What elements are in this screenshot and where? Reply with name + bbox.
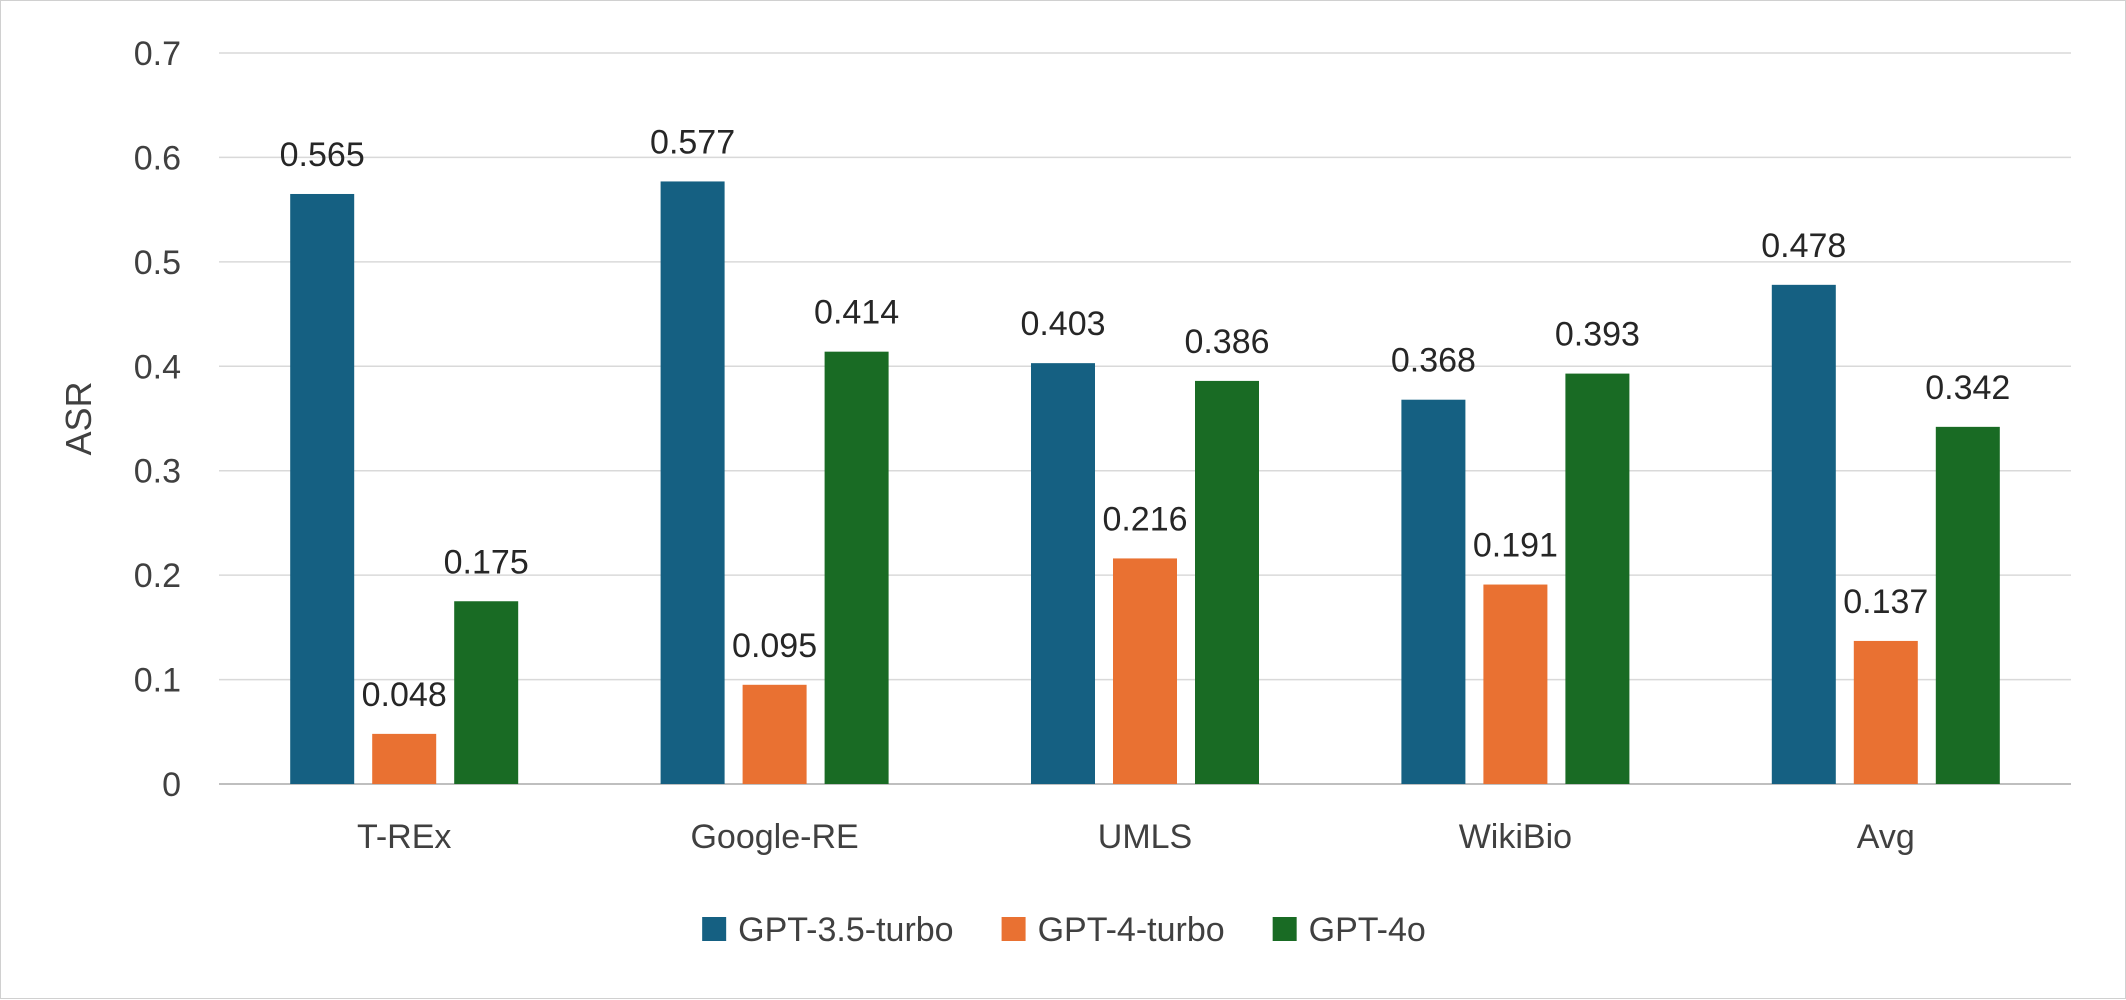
data-label: 0.386 xyxy=(1184,323,1269,361)
bar xyxy=(1771,284,1836,784)
x-tick-label: Avg xyxy=(1857,818,1915,856)
legend-label: GPT-4o xyxy=(1309,911,1426,949)
bar xyxy=(290,193,355,784)
bars xyxy=(290,181,2000,784)
data-label: 0.048 xyxy=(362,676,447,714)
data-label: 0.403 xyxy=(1020,305,1105,343)
y-tick-label: 0.1 xyxy=(134,662,181,700)
bar xyxy=(1113,558,1177,784)
bar xyxy=(742,684,807,784)
data-label: 0.342 xyxy=(1925,369,2010,407)
legend: GPT-3.5-turbo GPT-4-turbo GPT-4o xyxy=(702,911,1426,949)
bar xyxy=(660,181,725,784)
x-tick-label: WikiBio xyxy=(1459,818,1572,856)
data-labels: 0.565 0.048 0.175 0.577 0.095 0.414 0.403 0.216… xyxy=(280,123,2011,713)
y-axis-ticks: 0 0.1 0.2 0.3 0.4 0.5 0.6 0.7 xyxy=(134,35,181,804)
bar xyxy=(824,351,889,784)
data-label: 0.216 xyxy=(1102,500,1187,538)
legend-label: GPT-4-turbo xyxy=(1038,911,1225,949)
legend-item: GPT-4-turbo xyxy=(1001,911,1225,949)
bar xyxy=(1195,380,1259,784)
data-label: 0.191 xyxy=(1473,527,1558,565)
legend-label: GPT-3.5-turbo xyxy=(738,911,953,949)
y-tick-label: 0.6 xyxy=(134,139,181,177)
bar xyxy=(1031,363,1095,784)
y-axis-title: ASR xyxy=(58,381,99,455)
data-label: 0.095 xyxy=(732,627,817,665)
bar xyxy=(372,733,437,784)
gridlines xyxy=(219,52,2071,785)
bar xyxy=(1853,640,1918,784)
bar xyxy=(1401,399,1466,784)
x-tick-label: Google-RE xyxy=(690,818,858,856)
y-tick-label: 0.2 xyxy=(134,557,181,595)
bar xyxy=(454,601,519,784)
legend-swatch xyxy=(1272,917,1297,941)
data-label: 0.565 xyxy=(280,136,365,174)
data-label: 0.137 xyxy=(1843,583,1928,621)
x-tick-label: T-REx xyxy=(357,818,451,856)
legend-swatch xyxy=(1001,917,1026,941)
legend-item: GPT-3.5-turbo xyxy=(702,911,954,949)
data-label: 0.478 xyxy=(1761,227,1846,265)
y-tick-label: 0 xyxy=(162,766,181,804)
bar xyxy=(1483,584,1548,784)
x-axis-ticks: T-REx Google-RE UMLS WikiBio Avg xyxy=(357,818,1915,856)
legend-swatch xyxy=(702,917,727,941)
data-label: 0.175 xyxy=(444,543,529,581)
legend-item: GPT-4o xyxy=(1272,911,1426,949)
data-label: 0.393 xyxy=(1555,316,1640,354)
bar xyxy=(1565,373,1630,784)
y-tick-label: 0.4 xyxy=(134,348,181,386)
data-label: 0.577 xyxy=(650,123,735,161)
data-label: 0.368 xyxy=(1391,342,1476,380)
y-tick-label: 0.3 xyxy=(134,453,181,491)
bar xyxy=(1935,426,2000,784)
y-tick-label: 0.5 xyxy=(134,244,181,282)
y-tick-label: 0.7 xyxy=(134,35,181,73)
x-tick-label: UMLS xyxy=(1098,818,1192,856)
data-label: 0.414 xyxy=(814,294,899,332)
